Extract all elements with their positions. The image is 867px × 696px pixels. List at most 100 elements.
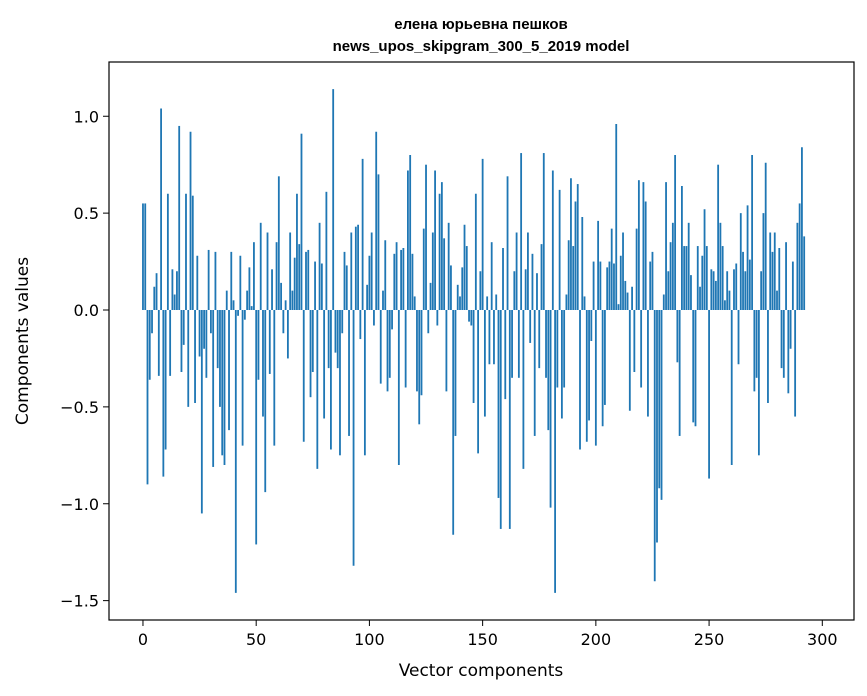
bar-25 [198,310,201,357]
bar-107 [384,240,387,310]
bar-87 [339,310,341,456]
bar-246 [699,286,701,310]
bar-96 [359,310,362,340]
bar-62 [282,310,285,334]
bar-220 [640,310,643,388]
bar-26 [200,310,203,514]
bar-143 [465,246,468,310]
bar-103 [375,131,378,310]
bar-56 [268,310,271,374]
bar-189 [570,178,572,310]
bar-14 [173,294,176,310]
bar-73 [307,249,310,310]
bar-248 [703,209,706,310]
bar-68 [296,193,298,310]
bar-165 [515,232,518,310]
bar-1 [144,203,147,310]
bar-224 [649,261,652,310]
x-tick-label: 150 [467,630,498,649]
bar-63 [284,300,287,310]
bar-208 [613,263,615,310]
bar-148 [477,310,480,454]
bar-136 [450,265,452,310]
bar-186 [563,310,566,388]
bar-18 [182,310,185,345]
bar-78 [318,222,321,310]
bar-206 [608,261,611,310]
bar-251 [710,269,713,310]
bar-229 [660,310,663,500]
bar-76 [314,261,316,310]
bar-197 [588,310,590,421]
bar-9 [162,310,165,477]
bar-99 [366,284,369,310]
bar-279 [773,232,776,310]
bar-167 [520,153,523,310]
bar-44 [241,310,244,446]
bar-94 [354,226,357,310]
bar-163 [511,310,513,378]
bar-225 [651,251,654,310]
bar-24 [196,255,199,310]
bar-191 [574,201,577,310]
bar-86 [336,310,339,369]
bar-101 [370,232,373,310]
bar-241 [687,222,690,310]
bar-213 [624,280,627,310]
y-tick-label: −0.5 [60,398,99,417]
bar-235 [674,155,677,310]
bar-277 [769,232,772,310]
bar-122 [418,310,421,425]
bar-140 [459,296,461,310]
bar-98 [363,310,366,456]
bar-47 [248,267,251,310]
bar-29 [207,249,210,310]
bar-190 [572,246,575,310]
bar-242 [690,275,692,310]
bar-171 [529,310,532,343]
bar-109 [388,310,391,378]
bar-141 [461,267,464,310]
bar-152 [486,296,489,310]
bar-54 [264,310,267,493]
bar-286 [789,310,792,349]
bar-85 [334,310,337,353]
bar-232 [667,271,670,310]
x-tick-label: 300 [807,630,838,649]
bar-6 [155,273,158,310]
bar-2 [146,310,149,485]
bar-290 [798,203,801,310]
bar-116 [404,310,407,388]
bar-19 [185,193,187,310]
bar-272 [757,310,760,456]
bar-203 [601,310,604,427]
bar-132 [440,182,443,310]
bar-285 [787,310,790,394]
bar-205 [606,267,609,310]
bar-59 [275,242,278,310]
bar-243 [692,310,695,423]
bar-188 [567,240,570,310]
bar-258 [726,271,729,310]
bar-288 [794,310,797,417]
bar-20 [187,310,190,407]
bar-202 [599,261,602,310]
bar-39 [230,251,233,310]
bar-37 [225,290,228,310]
bar-227 [656,310,658,543]
bar-252 [712,271,715,310]
bar-247 [701,255,704,310]
bar-80 [323,310,326,419]
bar-194 [581,217,584,310]
bar-289 [796,222,799,310]
bar-261 [733,269,735,310]
bar-67 [293,257,296,310]
bar-52 [259,222,262,310]
bar-31 [212,310,215,467]
bar-260 [730,310,733,465]
bar-21 [189,131,192,310]
y-tick-label: 1.0 [74,107,99,126]
y-tick-label: −1.5 [60,592,99,611]
bar-34 [219,310,221,407]
bar-195 [583,296,586,310]
